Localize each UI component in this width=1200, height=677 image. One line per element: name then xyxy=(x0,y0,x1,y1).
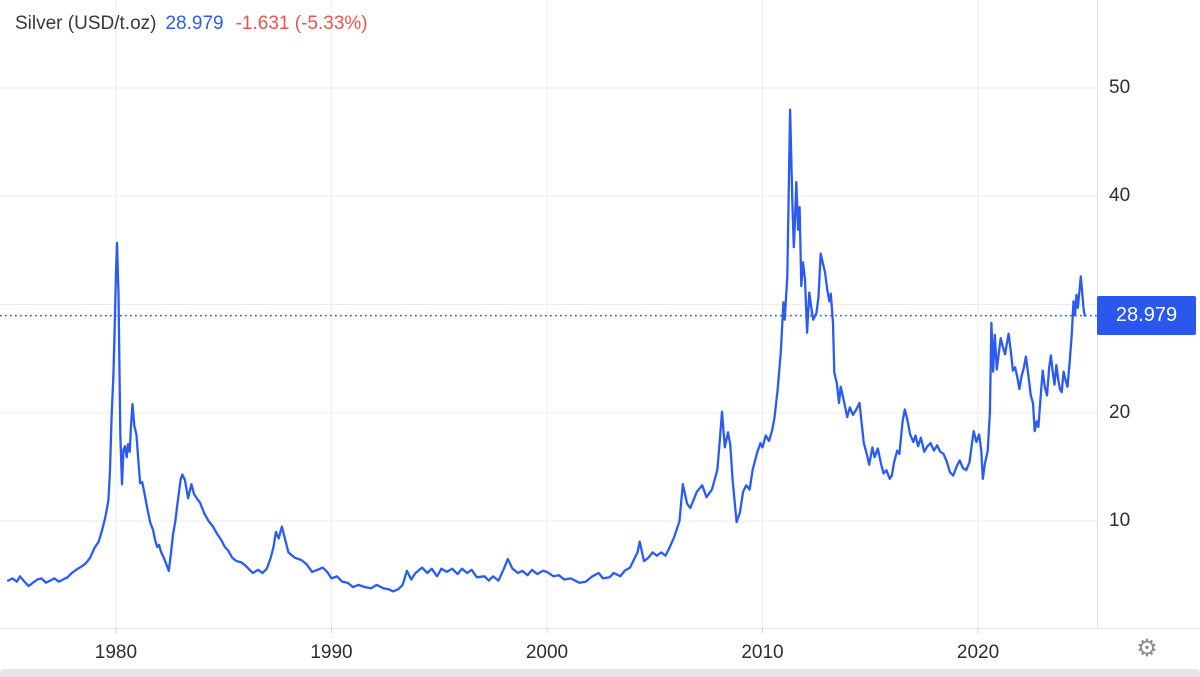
price-change: -1.631 (-5.33%) xyxy=(235,13,368,34)
silver-price-line xyxy=(7,108,1086,593)
y-axis-label: 50 xyxy=(1109,77,1131,98)
instrument-header: Silver (USD/t.oz) 28.979 -1.631 (-5.33%) xyxy=(15,13,368,35)
x-axis-label: 2020 xyxy=(956,642,1000,663)
x-axis-label: 2010 xyxy=(741,642,784,663)
y-axis-label: 20 xyxy=(1109,401,1131,423)
y-axis-label: 40 xyxy=(1109,185,1131,207)
current-price-badge: 28.979 xyxy=(1097,296,1196,336)
gear-icon[interactable]: ⚙ xyxy=(1132,633,1162,663)
y-axis-label: 10 xyxy=(1109,510,1131,532)
x-axis-label: 2000 xyxy=(525,642,569,663)
x-axis-label: 1980 xyxy=(94,642,138,663)
bottom-edge-strip xyxy=(0,669,1200,677)
instrument-title: Silver (USD/t.oz) xyxy=(15,13,157,34)
x-axis-label: 1990 xyxy=(310,642,353,663)
last-price: 28.979 xyxy=(165,13,224,34)
